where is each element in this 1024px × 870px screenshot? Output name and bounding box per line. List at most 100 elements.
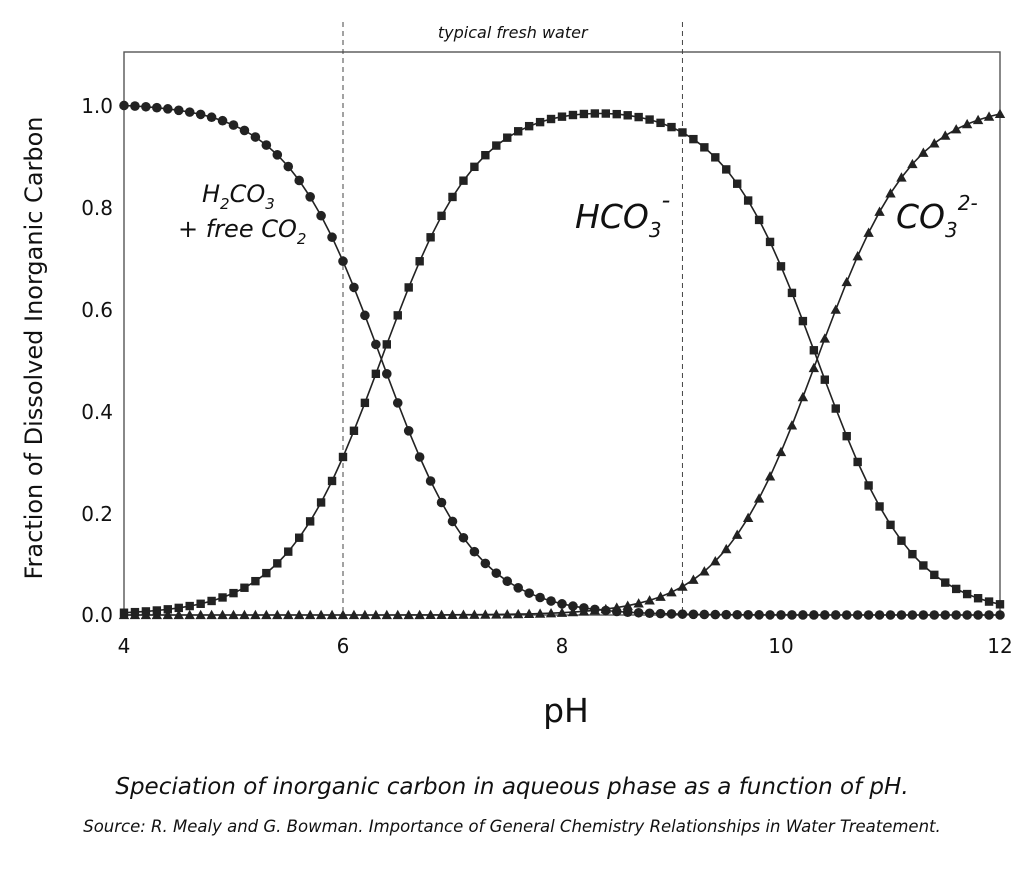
data-point-square [338, 452, 348, 462]
data-point-triangle [940, 130, 951, 140]
data-point-triangle [699, 566, 710, 576]
data-point-circle [250, 132, 261, 142]
data-point-square [240, 583, 249, 592]
data-point-circle [425, 476, 436, 486]
data-point-circle [316, 210, 326, 221]
data-point-triangle [666, 586, 677, 597]
data-point-circle [469, 546, 480, 557]
data-point-triangle [261, 609, 272, 620]
data-point-triangle [907, 158, 918, 169]
y-axis-title: Fraction of Dissolved Inorganic Carbon [20, 116, 48, 579]
data-point-square [404, 283, 413, 292]
data-point-circle [798, 610, 808, 620]
data-point-circle [995, 610, 1005, 620]
data-point-square [415, 257, 424, 266]
data-point-triangle [677, 581, 688, 591]
data-point-triangle [786, 420, 798, 430]
data-point-square [656, 118, 665, 128]
data-point-triangle [567, 606, 579, 617]
data-point-square [952, 584, 961, 594]
data-point-triangle [721, 543, 732, 554]
data-point-triangle [283, 609, 294, 620]
data-point-triangle [294, 609, 305, 620]
data-point-square [984, 597, 994, 606]
data-point-triangle [611, 602, 622, 612]
data-point-triangle [841, 276, 852, 287]
hco3-label-sub: 3 [649, 218, 662, 242]
data-point-square [864, 481, 873, 490]
data-point-circle [655, 608, 666, 619]
data-point-triangle [972, 114, 984, 125]
data-point-square [349, 426, 359, 435]
data-point-triangle [239, 609, 250, 620]
data-point-triangle [491, 609, 502, 619]
data-point-circle [283, 161, 294, 172]
data-point-triangle [742, 512, 754, 522]
figure-caption: Speciation of inorganic carbon in aqueou… [115, 774, 909, 800]
data-point-circle [962, 610, 972, 620]
data-point-circle [206, 112, 217, 123]
data-point-triangle [359, 609, 371, 620]
data-point-square [875, 502, 884, 511]
data-point-triangle [337, 609, 349, 620]
data-point-square [207, 596, 216, 606]
data-point-triangle [753, 493, 765, 503]
x-tick-label: 4 [118, 634, 131, 658]
data-point-triangle [633, 598, 644, 608]
data-point-circle [557, 599, 567, 609]
h2co3-label-base: H [202, 180, 220, 208]
data-point-circle [776, 610, 786, 620]
data-point-square [809, 346, 819, 355]
data-point-circle [940, 610, 951, 620]
data-point-triangle [370, 609, 382, 620]
co3-label-sub: 3 [945, 218, 958, 242]
y-tick-label: 0.4 [81, 400, 113, 424]
data-point-triangle [918, 147, 929, 157]
data-point-triangle [381, 609, 392, 620]
data-point-circle [130, 101, 140, 111]
hco3-label-sup: - [662, 186, 671, 214]
y-tick-label: 1.0 [81, 94, 113, 118]
data-point-triangle [480, 609, 491, 619]
data-point-square [393, 311, 402, 320]
data-point-square [908, 549, 917, 559]
data-point-circle [732, 609, 742, 620]
data-point-circle [546, 596, 556, 606]
data-point-triangle [545, 607, 557, 618]
data-point-square [284, 547, 293, 556]
data-point-triangle [764, 471, 776, 481]
data-point-triangle [983, 111, 995, 121]
data-point-triangle [710, 556, 721, 566]
data-point-square [568, 110, 578, 120]
data-point-triangle [534, 608, 546, 618]
data-point-triangle [217, 609, 228, 620]
data-point-circle [841, 610, 852, 620]
data-point-triangle [469, 609, 480, 619]
data-point-square [229, 588, 238, 598]
data-point-circle [371, 339, 381, 350]
data-point-triangle [326, 609, 338, 620]
data-point-circle [349, 282, 359, 293]
fresh-water-region-label: typical fresh water [438, 23, 589, 42]
data-point-square [174, 603, 183, 613]
data-point-square [185, 601, 194, 611]
data-point-circle [272, 150, 283, 160]
data-point-circle [184, 107, 195, 117]
series-triangle [118, 108, 1006, 620]
data-point-circle [863, 610, 874, 620]
data-point-circle [874, 610, 885, 620]
data-point-triangle [732, 529, 743, 539]
data-point-square [776, 262, 786, 271]
data-point-circle [119, 100, 129, 111]
data-point-circle [896, 610, 907, 620]
data-point-triangle [228, 609, 239, 620]
data-point-square [930, 570, 939, 580]
data-point-triangle [896, 172, 907, 182]
data-point-circle [743, 610, 753, 620]
data-point-triangle [874, 206, 885, 216]
data-point-square [831, 404, 840, 413]
data-point-circle [480, 558, 491, 569]
data-point-triangle [392, 609, 403, 620]
data-point-circle [141, 101, 151, 112]
